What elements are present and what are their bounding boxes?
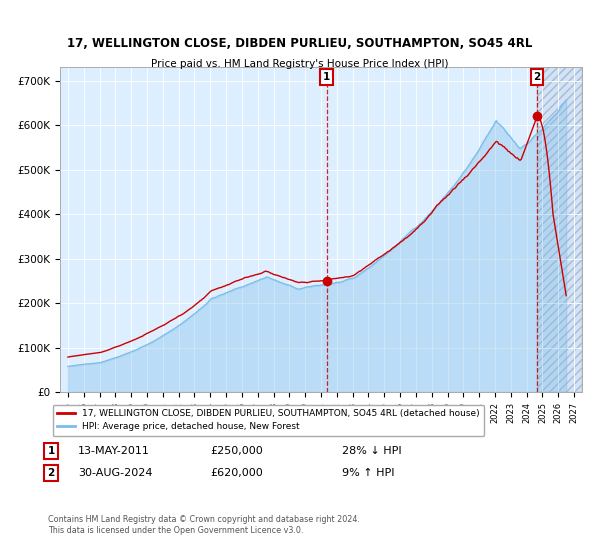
Bar bbox=[537, 67, 582, 392]
Text: 2: 2 bbox=[533, 72, 541, 82]
Text: Price paid vs. HM Land Registry's House Price Index (HPI): Price paid vs. HM Land Registry's House … bbox=[151, 59, 449, 69]
Text: 9% ↑ HPI: 9% ↑ HPI bbox=[342, 468, 395, 478]
Text: £620,000: £620,000 bbox=[210, 468, 263, 478]
Text: Contains HM Land Registry data © Crown copyright and database right 2024.
This d: Contains HM Land Registry data © Crown c… bbox=[48, 515, 360, 535]
Text: 1: 1 bbox=[323, 72, 331, 82]
Text: 1: 1 bbox=[47, 446, 55, 456]
Text: £250,000: £250,000 bbox=[210, 446, 263, 456]
Legend: 17, WELLINGTON CLOSE, DIBDEN PURLIEU, SOUTHAMPTON, SO45 4RL (detached house), HP: 17, WELLINGTON CLOSE, DIBDEN PURLIEU, SO… bbox=[53, 405, 484, 436]
Text: 17, WELLINGTON CLOSE, DIBDEN PURLIEU, SOUTHAMPTON, SO45 4RL: 17, WELLINGTON CLOSE, DIBDEN PURLIEU, SO… bbox=[67, 38, 533, 50]
Text: 30-AUG-2024: 30-AUG-2024 bbox=[78, 468, 152, 478]
Text: 2: 2 bbox=[47, 468, 55, 478]
Text: 13-MAY-2011: 13-MAY-2011 bbox=[78, 446, 150, 456]
Text: 28% ↓ HPI: 28% ↓ HPI bbox=[342, 446, 401, 456]
Bar bbox=[537, 67, 582, 392]
